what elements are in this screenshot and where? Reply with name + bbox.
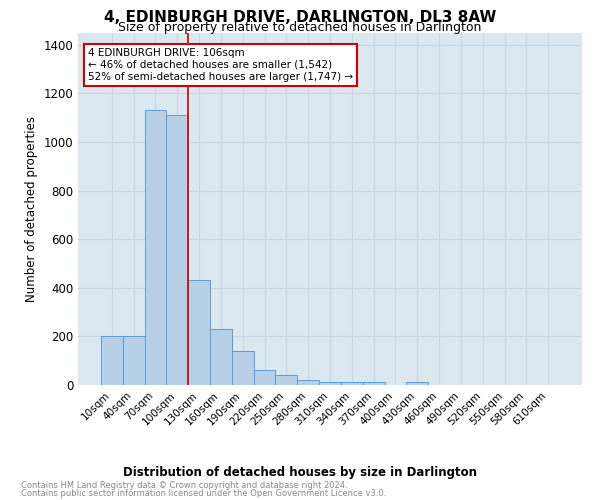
Text: 4, EDINBURGH DRIVE, DARLINGTON, DL3 8AW: 4, EDINBURGH DRIVE, DARLINGTON, DL3 8AW (104, 10, 496, 25)
Bar (145, 110, 166, 385)
Bar (363, 382, 385, 385)
Bar (232, 351, 254, 385)
Text: Size of property relative to detached houses in Darlington: Size of property relative to detached ho… (118, 21, 482, 34)
Bar (406, 382, 428, 385)
Bar (297, 380, 319, 385)
Text: Contains HM Land Registry data © Crown copyright and database right 2024.: Contains HM Land Registry data © Crown c… (21, 481, 347, 490)
Bar (319, 382, 341, 385)
Text: 4 EDINBURGH DRIVE: 106sqm
← 46% of detached houses are smaller (1,542)
52% of se: 4 EDINBURGH DRIVE: 106sqm ← 46% of detac… (88, 48, 353, 82)
Bar (210, 329, 232, 385)
Bar (123, 336, 145, 385)
Y-axis label: Number of detached properties: Number of detached properties (25, 116, 38, 302)
Bar (254, 370, 275, 385)
Bar (275, 376, 297, 385)
Text: Distribution of detached houses by size in Darlington: Distribution of detached houses by size … (123, 466, 477, 479)
Text: Contains public sector information licensed under the Open Government Licence v3: Contains public sector information licen… (21, 489, 386, 498)
Bar (341, 382, 363, 385)
Bar (188, 280, 210, 385)
Bar (166, 115, 188, 385)
Bar (101, 336, 123, 385)
